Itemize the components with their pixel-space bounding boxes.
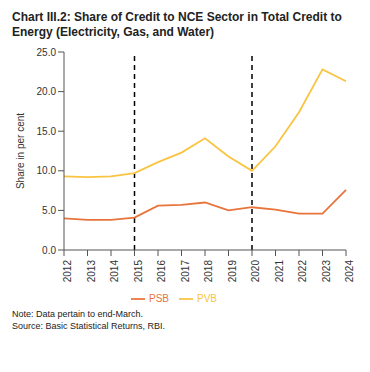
svg-text:10.0: 10.0 [37,165,57,176]
svg-text:2014: 2014 [109,260,120,283]
svg-text:25.0: 25.0 [37,47,57,58]
svg-text:2015: 2015 [133,260,144,283]
svg-text:2023: 2023 [321,260,332,283]
html-text:Source: Basic Statistical Retu: Source: Basic Statistical Returns, RBI. [12,321,166,331]
svg-text:2017: 2017 [180,260,191,283]
svg-text:2018: 2018 [203,260,214,283]
svg-text:2021: 2021 [274,260,285,283]
svg-text:2024: 2024 [344,260,355,283]
svg-text:2019: 2019 [227,260,238,283]
html-text:Note: Data pertain to end-Marc: Note: Data pertain to end-March. [12,309,144,319]
html-text:Chart III.2: Share of Credit t: Chart III.2: Share of Credit to NCE Sect… [12,10,342,39]
svg-text:0.0: 0.0 [42,245,56,256]
html-text:PVB: PVB [197,292,217,304]
svg-text:2016: 2016 [156,260,167,283]
svg-text:Share in per cent: Share in per cent [15,113,26,189]
svg-text:2013: 2013 [86,260,97,283]
html-text:PSB: PSB [149,292,169,304]
svg-text:15.0: 15.0 [37,126,57,137]
svg-text:2020: 2020 [250,260,261,283]
svg-text:20.0: 20.0 [37,86,57,97]
svg-text:2012: 2012 [62,260,73,283]
svg-text:2022: 2022 [297,260,308,283]
svg-text:5.0: 5.0 [42,205,56,216]
